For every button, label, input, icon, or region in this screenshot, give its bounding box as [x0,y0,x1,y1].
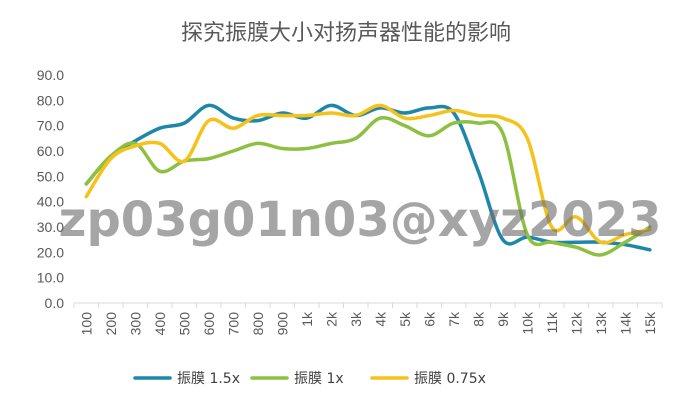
series-lines [84,103,652,257]
watermark: zp03g01n03@xyz2023 [59,192,662,248]
x-tick-label: 100 [78,312,94,336]
y-tick-label: 70.0 [37,118,64,134]
x-tick-label: 800 [250,312,266,336]
y-axis-ticks: 0.0 10.0 20.0 30.0 40.0 50.0 60.0 70.0 80.0 90.0 [37,67,64,311]
y-tick-label: 20.0 [37,244,64,260]
x-tick-label: 11k [544,311,560,334]
y-tick-label: 30.0 [37,219,64,235]
x-tick-label: 400 [152,312,168,336]
legend-label-3: 振膜 0.75x [414,371,486,387]
x-tick-label: 10k [519,311,535,335]
legend-label-2: 振膜 1x [294,371,344,387]
x-tick-label: 12k [568,311,584,335]
x-tick-label: 13k [593,311,609,335]
x-tick-label: 6k [421,311,437,327]
x-tick-label: 200 [103,312,119,336]
x-tick-label: 2k [323,311,339,327]
x-tick-label: 15k [642,311,658,335]
x-tick-label: 300 [127,312,143,336]
x-axis: 100 200 300 400 500 600 700 800 900 1k 2k 3k 4k 5k 6k 7… [73,302,663,336]
x-tick-label: 9k [495,311,511,327]
y-tick-label: 90.0 [37,67,64,83]
x-tick-label: 3k [348,311,364,327]
x-tick-label: 4k [372,311,388,327]
y-tick-label: 50.0 [37,168,64,184]
legend-label-1: 振膜 1.5x [177,371,240,387]
y-tick-label: 0.0 [45,295,65,311]
chart-title: 探究振膜大小对扬声器性能的影响 [181,21,511,46]
x-tick-label: 600 [201,312,217,336]
y-tick-label: 40.0 [37,194,64,210]
x-tick-label: 900 [274,312,290,336]
series-line-3 [84,103,652,245]
x-tick-label: 5k [397,311,413,327]
x-tick-label: 1k [299,311,315,327]
legend: 振膜 1.5x 振膜 1x 振膜 0.75x [133,371,486,387]
x-tick-label: 8k [470,311,486,327]
y-tick-label: 10.0 [37,270,64,286]
y-tick-label: 60.0 [37,143,64,159]
x-tick-label: 7k [446,311,462,327]
x-tick-label: 700 [225,312,241,336]
x-tick-label: 14k [617,311,633,335]
x-tick-label: 500 [176,312,192,336]
y-tick-label: 80.0 [37,92,64,108]
